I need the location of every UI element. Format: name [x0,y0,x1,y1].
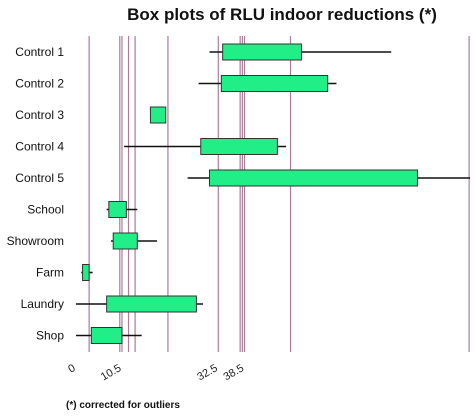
category-label: Shop [36,329,64,343]
box-row: Control 2 [15,75,337,92]
x-tick-label: 0 [66,362,77,375]
footnote: (*) corrected for outliers [66,400,180,411]
box-row: Control 5 [15,169,470,187]
box [112,232,138,250]
x-axis-ticks: 0 10.5 32.5 38.5 [66,362,246,383]
category-label: Control 3 [15,108,64,122]
category-label: Laundry [21,297,64,311]
box-row: School [27,201,138,218]
x-tick-label: 10.5 [99,362,124,383]
box-row: Shop [36,327,142,344]
box-rows: Control 1 Control 2 Control 3 Control 4 Cont… [7,43,470,344]
box-row: Control 4 [15,138,287,155]
box [149,106,167,124]
category-label: Control 2 [15,77,64,91]
box-row: Farm [36,264,93,281]
category-label: Control 5 [15,171,64,185]
category-label: Farm [36,266,64,280]
x-tick-label: 38.5 [221,362,246,383]
box-row: Control 3 [15,106,167,124]
box-row: Laundry [21,295,203,313]
box [82,264,90,281]
box [108,201,127,218]
category-label: Control 1 [15,45,64,59]
category-label: Control 4 [15,140,64,154]
box [106,295,197,313]
box-row: Showroom [7,232,157,250]
box [200,138,278,155]
category-label: Showroom [7,234,64,248]
x-tick-label: 32.5 [195,362,220,383]
box [222,43,302,61]
box [90,327,123,344]
chart-title: Box plots of RLU indoor reductions (*) [127,5,437,24]
box [220,75,329,92]
box-row: Control 1 [15,43,392,61]
box [209,169,418,187]
category-label: School [27,203,64,217]
